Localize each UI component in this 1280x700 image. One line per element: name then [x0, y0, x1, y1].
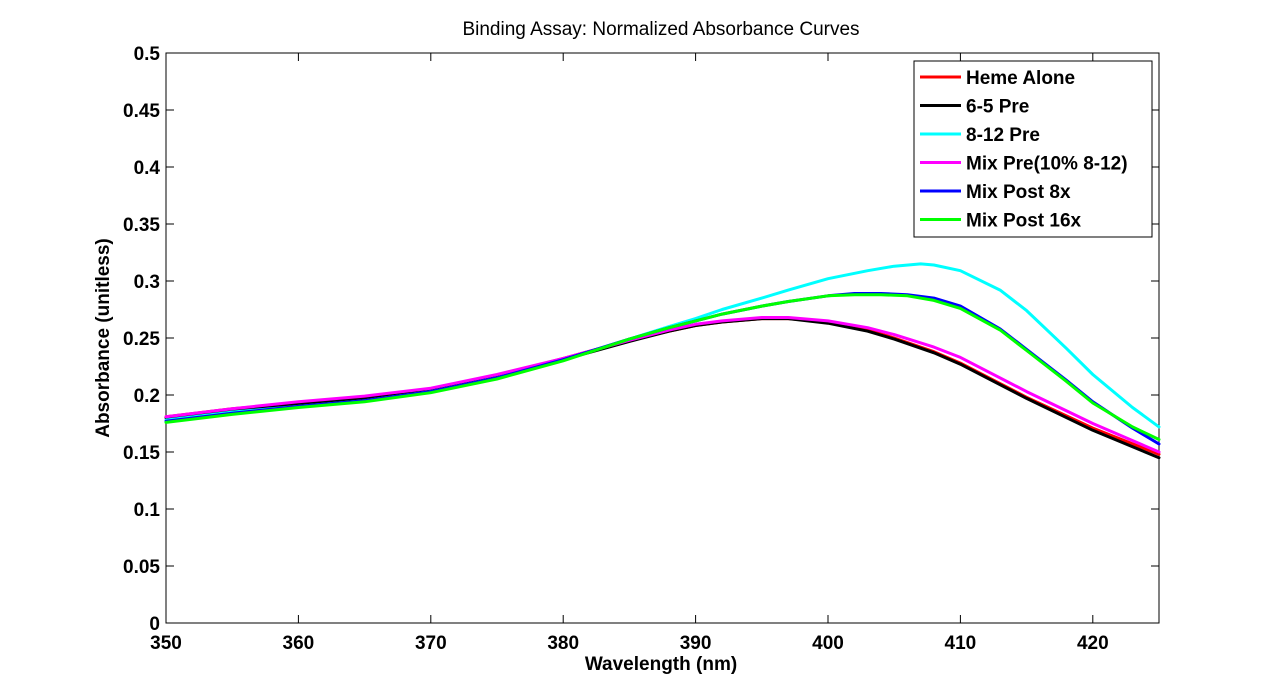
x-tick-label: 390: [680, 633, 712, 654]
y-tick-label: 0.5: [134, 44, 161, 65]
x-axis-ticks: 350 360 370 380 390 400 410 420: [150, 53, 1109, 654]
legend-box: [913, 60, 1153, 238]
legend-label-heme-alone: Heme Alone: [966, 68, 1075, 89]
x-tick-label: 360: [283, 633, 315, 654]
y-tick-label: 0.15: [123, 443, 160, 464]
legend-label-6-5-pre: 6-5 Pre: [966, 97, 1029, 118]
y-tick-label: 0.45: [123, 101, 160, 122]
series-lines: [164, 262, 1161, 460]
y-tick-label: 0.1: [134, 500, 161, 521]
legend-label-mix-post-16x: Mix Post 16x: [966, 211, 1082, 232]
y-tick-label: 0.4: [134, 158, 161, 179]
legend: Heme Alone 6-5 Pre 8-12 Pre Mix Pre(10% 8-1…: [913, 60, 1153, 238]
series-line-mix-post-16x: [164, 293, 1161, 441]
y-tick-label: 0.3: [134, 272, 160, 293]
y-tick-label: 0.35: [123, 215, 160, 236]
series-line-mix-pre-10-8-12: [164, 316, 1161, 454]
x-tick-label: 350: [150, 633, 182, 654]
legend-label-8-12-pre: 8-12 Pre: [966, 125, 1040, 146]
legend-label-mix-post-8x: Mix Post 8x: [966, 182, 1071, 203]
y-tick-label: 0.2: [134, 386, 160, 407]
x-tick-label: 400: [812, 633, 844, 654]
chart-title: Binding Assay: Normalized Absorbance Cur…: [462, 19, 859, 40]
x-tick-label: 420: [1077, 633, 1109, 654]
x-tick-label: 380: [547, 633, 579, 654]
y-tick-label: 0: [149, 614, 160, 635]
y-tick-label: 0.25: [123, 329, 160, 350]
y-tick-label: 0.05: [123, 557, 160, 578]
y-axis-label: Absorbance (unitless): [93, 238, 114, 438]
x-tick-label: 410: [945, 633, 977, 654]
y-axis-ticks: 0 0.05 0.1 0.15 0.2 0.25 0.3 0.35 0.4 0.45 0.5: [123, 44, 1159, 635]
legend-label-mix-pre-10-8-12: Mix Pre(10% 8-12): [966, 154, 1128, 175]
x-axis-label: Wavelength (nm): [585, 654, 737, 675]
x-tick-label: 370: [415, 633, 447, 654]
legend-items: Heme Alone 6-5 Pre 8-12 Pre Mix Pre(10% 8-1…: [920, 68, 1128, 232]
